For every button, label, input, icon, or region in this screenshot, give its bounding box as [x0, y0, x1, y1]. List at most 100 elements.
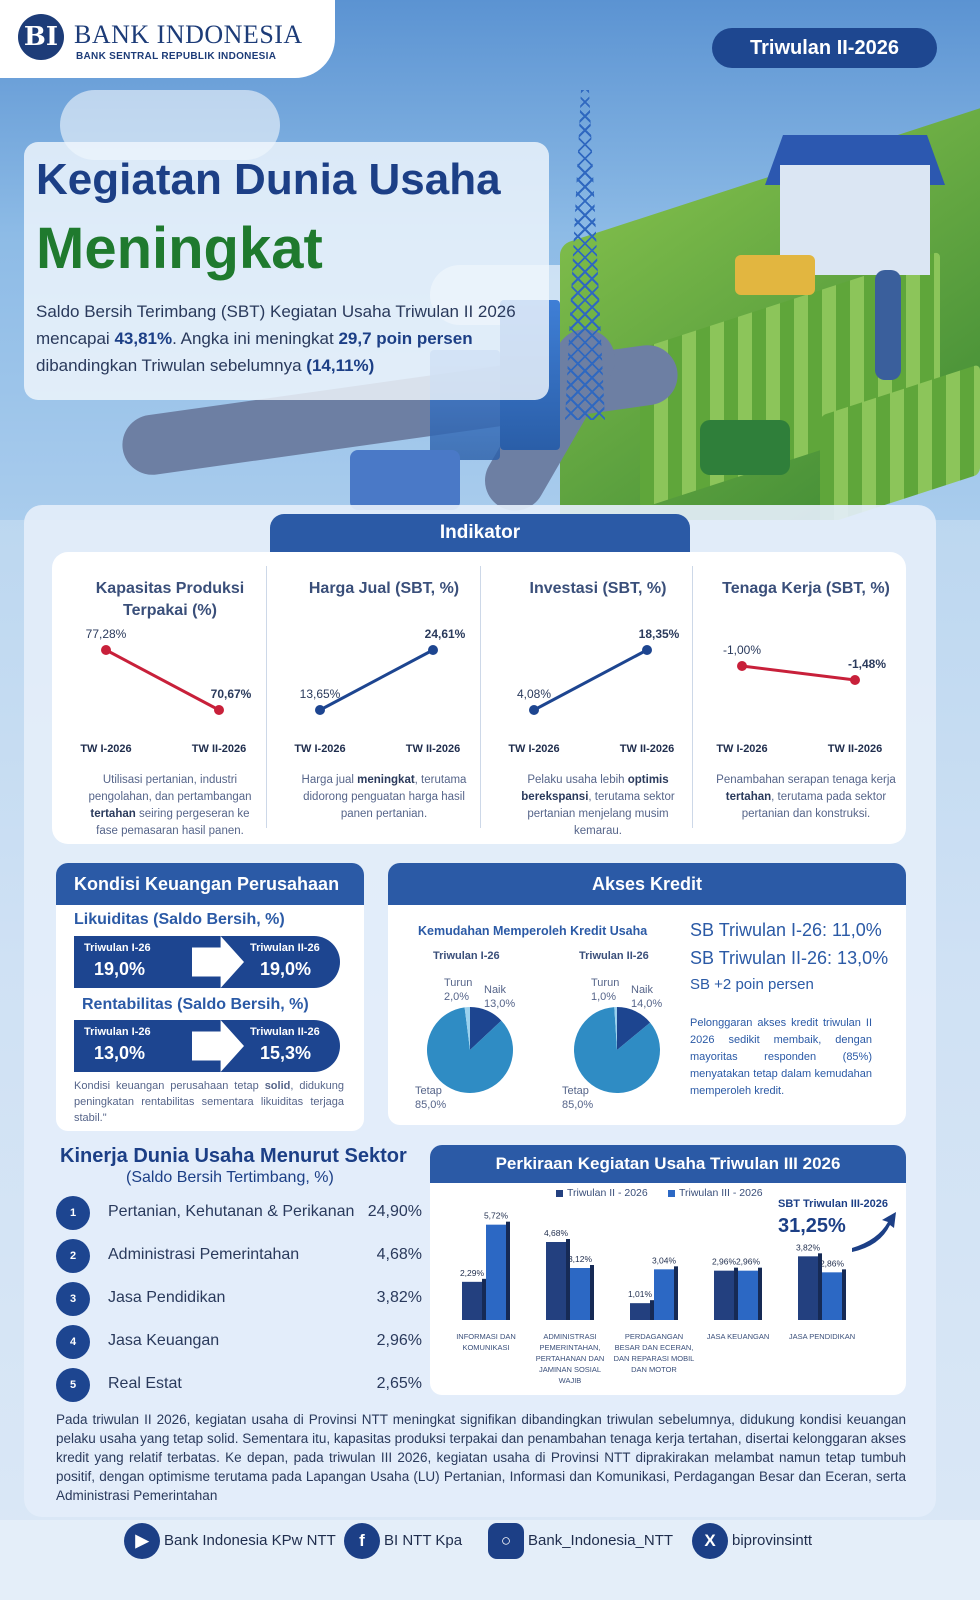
liquidity-label-2: Triwulan II-26 — [250, 942, 320, 954]
indicator-point — [428, 645, 438, 655]
indicator-point — [850, 675, 860, 685]
x-icon: X — [692, 1523, 728, 1559]
x-tick-label: PERDAGANGAN BESAR DAN ECERAN, DAN REPARA… — [613, 1332, 695, 1374]
indicator-line-chart: 4,08% 18,35% TW I-2026 TW II-2026 — [508, 627, 680, 755]
credit-pie-period: Triwulan II-26 — [579, 950, 649, 962]
liquidity-value-2: 19,0% — [260, 959, 312, 979]
credit-ease-subtitle: Kemudahan Memperoleh Kredit Usaha — [418, 924, 648, 938]
sector-row: 5 Real Estat 2,65% — [56, 1367, 422, 1403]
lead-paragraph: Saldo Bersih Terimbang (SBT) Kegiatan Us… — [36, 302, 516, 375]
credit-pie-chart — [574, 1007, 660, 1093]
sector-rank: 4 — [56, 1325, 90, 1359]
legend-item-q3: Triwulan III - 2026 — [668, 1187, 763, 1199]
indicator-point — [529, 705, 539, 715]
credit-access-header: Akses Kredit — [388, 863, 906, 907]
indicator-1: Kapasitas Produksi Terpakai (%) Utilisasi… — [64, 560, 276, 840]
indicator-line-chart: -1,00% -1,48% TW I-2026 TW II-2026 — [716, 643, 886, 755]
pie-label-tetap: Tetap 85,0% — [562, 1085, 594, 1111]
indicator-value-label: -1,00% — [723, 643, 761, 657]
indicator-2: Harga Jual (SBT, %) Harga jual meningkat,… — [278, 560, 490, 840]
truck-icon — [350, 450, 460, 510]
page-title-line1: Kegiatan Dunia Usaha — [36, 155, 501, 204]
pie-slice-tetap — [427, 1007, 513, 1093]
summary-paragraph: Pada triwulan II 2026, kegiatan usaha di… — [56, 1412, 906, 1503]
forecast-header: Perkiraan Kegiatan Usaha Triwulan III 20… — [430, 1145, 906, 1185]
indicator-line-chart: 13,65% 24,61% TW I-2026 TW II-2026 — [294, 627, 466, 755]
credit-sb-change: SB +2 poin persen — [690, 976, 814, 993]
period-badge: Triwulan II-2026 — [712, 28, 937, 68]
indicator-value-label: 4,08% — [517, 687, 551, 701]
x-tick-label: INFORMASI DAN KOMUNIKASI — [456, 1332, 516, 1352]
indicator-description: Penambahan serapan tenaga kerja tertahan… — [716, 774, 896, 820]
credit-pie-chart — [427, 1007, 513, 1093]
x-tick-label: JASA PENDIDIKAN — [788, 1332, 856, 1341]
bank-logo: BI BANK INDONESIA BANK SENTRAL REPUBLIK … — [0, 0, 335, 78]
indicator-title: Investasi (SBT, %) — [529, 580, 667, 597]
profitability-value-1: 13,0% — [94, 1043, 146, 1063]
indicator-value-label: 77,28% — [86, 627, 127, 641]
instagram-icon: ○ — [488, 1523, 524, 1559]
sector-value: 2,96% — [376, 1332, 422, 1349]
profitability-label-2: Triwulan II-26 — [250, 1026, 320, 1038]
pie-slice-tetap — [574, 1007, 660, 1093]
indicator-divider — [692, 566, 693, 828]
financial-condition-header: Kondisi Keuangan Perusahaan — [56, 863, 364, 907]
indicator-value-label: 18,35% — [639, 627, 680, 641]
instagram-handle: Bank_Indonesia_NTT — [528, 1532, 674, 1549]
title-card — [24, 142, 549, 400]
tractor-icon — [700, 420, 790, 475]
indicator-value-label: 24,61% — [425, 627, 466, 641]
indicator-point — [101, 645, 111, 655]
indicator-description: Utilisasi pertanian, industri pengolahan… — [88, 774, 252, 837]
profitability-title: Rentabilitas (Saldo Bersih, %) — [82, 996, 309, 1013]
hero-illustration — [0, 0, 980, 520]
indicator-4: Tenaga Kerja (SBT, %) Penambahan serapan … — [700, 560, 912, 840]
sector-rank: 5 — [56, 1368, 90, 1402]
indicator-title: Tenaga Kerja (SBT, %) — [722, 580, 890, 597]
liquidity-bar: Triwulan I-26 19,0% Triwulan II-26 19,0% — [74, 936, 340, 988]
youtube-icon: ▶ — [124, 1523, 160, 1559]
indicator-divider — [266, 566, 267, 828]
pie-slice-turun — [614, 1007, 617, 1050]
indicator-title: Kapasitas Produksi Terpakai (%) — [95, 580, 245, 619]
pie-label-tetap: Tetap 85,0% — [415, 1085, 447, 1111]
indicator-value-label: 13,65% — [300, 687, 341, 701]
pie-slice-naik — [470, 1007, 502, 1050]
indicator-trend-line — [105, 648, 220, 712]
legend-item-q2: Triwulan II - 2026 — [556, 1187, 648, 1199]
sector-title: Kinerja Dunia Usaha Menurut Sektor — [60, 1145, 407, 1167]
sector-value: 2,65% — [376, 1375, 422, 1392]
sector-name: Jasa Keuangan — [108, 1332, 220, 1349]
indicator-point — [642, 645, 652, 655]
indicator-period-label: TW I-2026 — [716, 743, 767, 755]
sector-value: 3,82% — [376, 1289, 422, 1306]
x-tick-label: JASA KEUANGAN — [706, 1332, 770, 1341]
indicator-period-label: TW I-2026 — [80, 743, 131, 755]
farmer-icon — [875, 270, 901, 380]
forecast-sbt-label: SBT Triwulan III-2026 — [778, 1198, 889, 1210]
indicator-period-label: TW II-2026 — [828, 743, 882, 755]
credit-pie-period: Triwulan I-26 — [433, 950, 500, 962]
liquidity-title: Likuiditas (Saldo Bersih, %) — [74, 911, 285, 928]
sector-name: Administrasi Pemerintahan — [108, 1246, 300, 1263]
indicator-period-label: TW II-2026 — [620, 743, 674, 755]
liquidity-label-1: Triwulan I-26 — [84, 942, 151, 954]
sector-value: 4,68% — [376, 1246, 422, 1263]
sector-rank: 3 — [56, 1282, 90, 1316]
sector-value: 24,90% — [367, 1203, 422, 1220]
indicator-trend-line — [533, 648, 648, 712]
indicator-period-label: TW I-2026 — [508, 743, 559, 755]
credit-sb-q2: SB Triwulan II-26: 13,0% — [690, 948, 889, 968]
indicator-value-label: -1,48% — [848, 657, 886, 671]
indicator-period-label: TW II-2026 — [406, 743, 460, 755]
x-tick-label: ADMINISTRASI PEMERINTAHAN, PERTAHANAN DA… — [535, 1332, 605, 1385]
page-title-line2: Meningkat — [36, 216, 323, 281]
indicator-header: Indikator — [270, 514, 690, 554]
pie-slice-turun — [464, 1007, 470, 1050]
profitability-value-2: 15,3% — [260, 1043, 312, 1063]
indicator-period-label: TW I-2026 — [294, 743, 345, 755]
pie-label-turun: Turun 2,0% — [444, 977, 473, 1003]
sector-name: Jasa Pendidikan — [108, 1289, 226, 1306]
sector-row: 2 Administrasi Pemerintahan 4,68% — [56, 1238, 422, 1274]
sector-rank: 1 — [56, 1196, 90, 1230]
